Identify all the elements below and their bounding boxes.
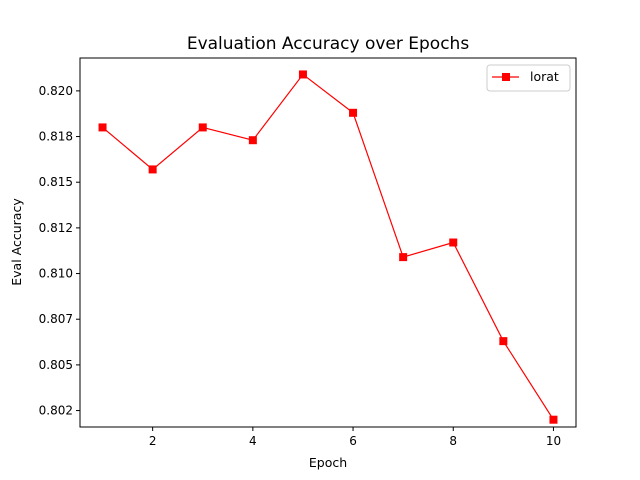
x-tick-label: 10 [546,434,561,448]
x-tick-label: 8 [449,434,457,448]
y-tick-label: 0.807 [39,312,73,326]
plot-frame [79,57,577,428]
data-point-marker [98,123,107,132]
legend: lorat [486,64,571,92]
x-tick-label: 2 [149,434,157,448]
x-axis-ticks: 2 4 6 8 10 [149,427,561,448]
x-tick-label: 4 [249,434,257,448]
y-axis-ticks: 0.802 0.805 0.807 0.810 0.812 0.815 0.818 0.820 [39,84,80,418]
y-tick-label: 0.805 [39,358,73,372]
x-axis-label: Epoch [309,455,347,470]
y-tick-label: 0.810 [39,267,73,281]
data-point-marker [198,123,207,132]
x-tick-label: 6 [349,434,357,448]
data-point-marker [298,70,307,79]
y-tick-label: 0.812 [39,221,73,235]
data-point-marker [349,108,358,117]
data-point-marker [499,337,508,346]
y-axis-label: Eval Accuracy [9,198,24,286]
data-point-marker [399,253,408,262]
series-layer [98,70,558,424]
data-point-marker [148,165,157,174]
data-point-marker [549,415,558,424]
data-point-marker [248,136,257,145]
y-tick-label: 0.820 [39,84,73,98]
chart-title: Evaluation Accuracy over Epochs [187,34,469,54]
y-tick-label: 0.815 [39,175,73,189]
series-line-lorat [102,73,554,421]
legend-marker-square [502,73,510,81]
y-tick-label: 0.802 [39,404,73,418]
data-point-marker [449,238,458,247]
legend-box [486,64,571,92]
legend-entry-lorat: lorat [530,69,559,84]
y-tick-label: 0.818 [39,130,73,144]
